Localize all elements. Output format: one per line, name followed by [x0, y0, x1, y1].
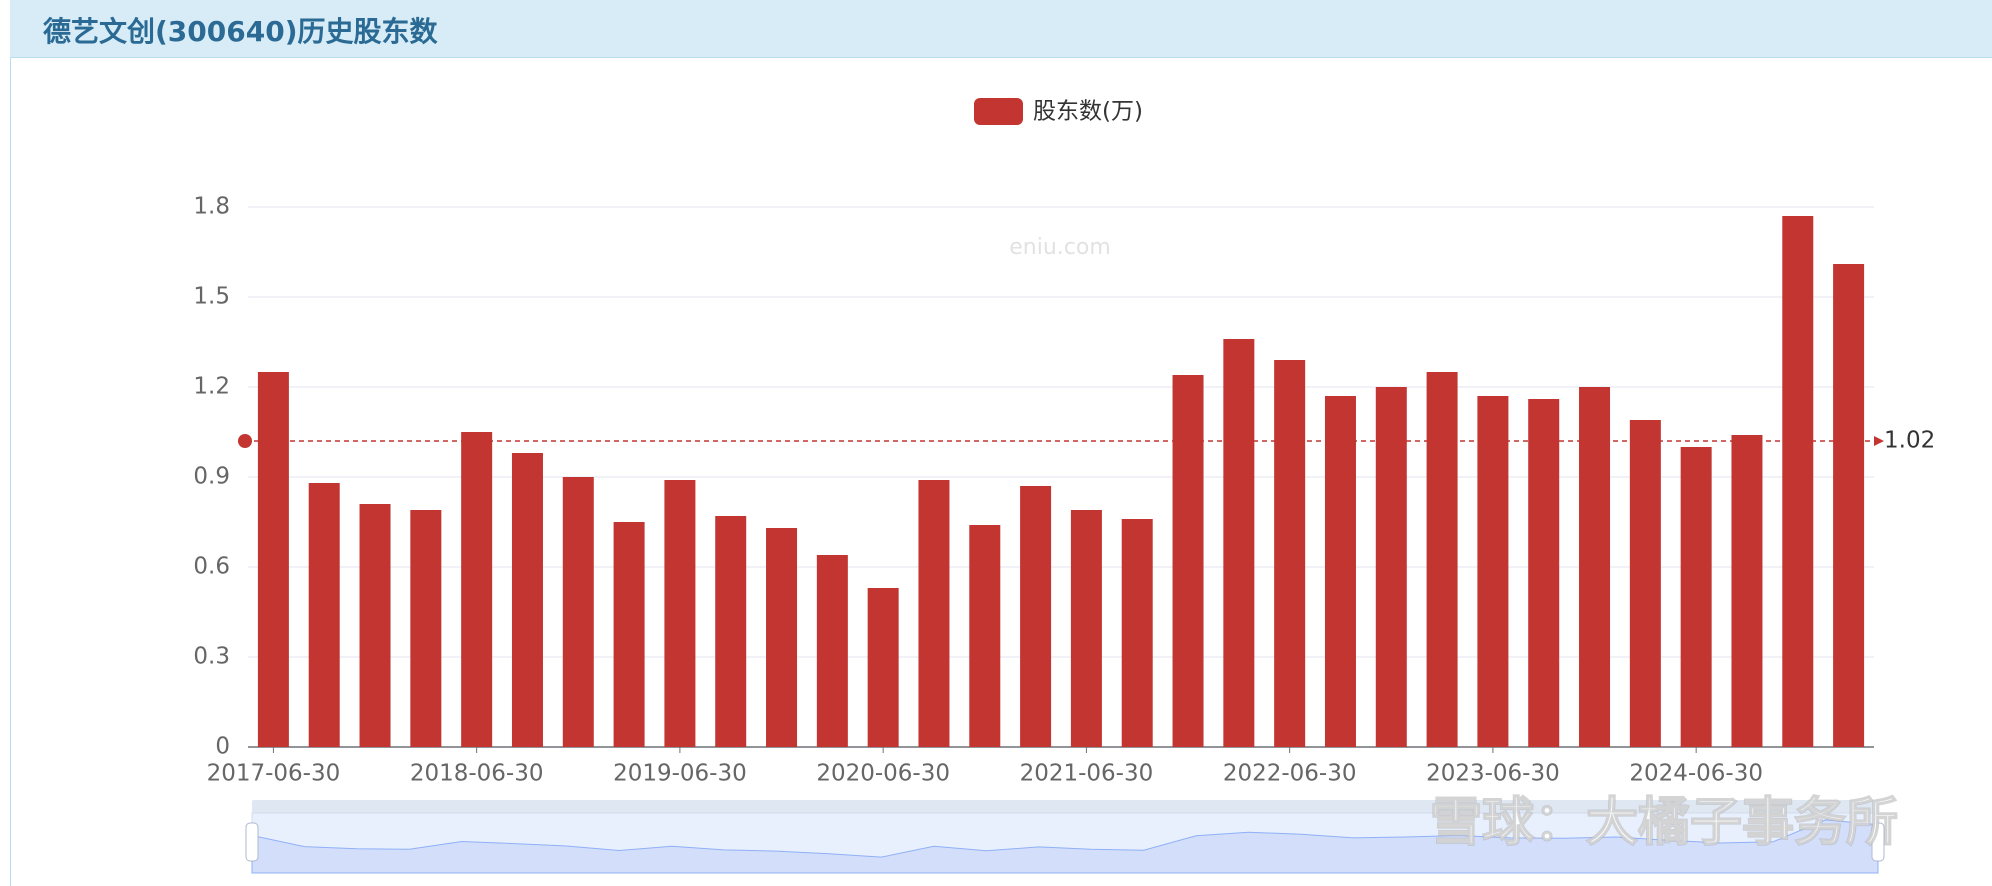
slider-area: [251, 819, 1879, 874]
bar: [1629, 420, 1661, 747]
bar: [461, 432, 493, 747]
x-tick-label: 2024-06-30: [1629, 761, 1763, 787]
y-tick-label: 0.3: [193, 644, 230, 670]
bar: [1223, 339, 1255, 747]
x-tick-label: 2019-06-30: [613, 761, 747, 787]
bar: [1020, 486, 1052, 747]
bar: [1579, 387, 1611, 747]
bar: [816, 555, 848, 747]
y-tick-label: 0: [215, 734, 230, 760]
bar: [1477, 396, 1509, 747]
frame-border: [10, 57, 11, 886]
bar: [613, 522, 645, 747]
average-label: 1.02: [1884, 428, 1935, 454]
bar: [1426, 372, 1458, 747]
bar: [511, 453, 543, 747]
legend-label: 股东数(万): [1033, 99, 1143, 125]
footer-watermark: 雪球：大橘子事务所: [1430, 793, 1898, 853]
x-tick-label: 2021-06-30: [1020, 761, 1154, 787]
average-arrow: [1874, 436, 1884, 446]
average-marker: [238, 434, 252, 448]
slider-handle[interactable]: [245, 822, 259, 862]
bar: [867, 588, 899, 747]
bar: [1731, 435, 1763, 747]
y-tick-label: 0.6: [193, 554, 230, 580]
y-tick-label: 1.2: [193, 374, 230, 400]
bar: [257, 372, 289, 747]
bar: [1528, 399, 1560, 747]
y-tick-label: 0.9: [193, 464, 230, 490]
bar: [308, 483, 340, 747]
bar: [1172, 375, 1204, 747]
x-tick-label: 2020-06-30: [816, 761, 950, 787]
x-tick-label: 2018-06-30: [410, 761, 544, 787]
bar: [715, 516, 747, 747]
bar: [766, 528, 798, 747]
bar: [1782, 216, 1814, 747]
bar: [1070, 510, 1102, 747]
x-tick-label: 2017-06-30: [207, 761, 341, 787]
legend-swatch: [974, 98, 1023, 125]
page-title: 德艺文创(300640)历史股东数: [43, 15, 438, 48]
bar: [969, 525, 1001, 747]
bar: [918, 480, 950, 747]
watermark: eniu.com: [1009, 235, 1111, 260]
x-tick-label: 2022-06-30: [1223, 761, 1357, 787]
bar: [562, 477, 594, 747]
y-tick-label: 1.5: [193, 284, 230, 310]
bar: [1274, 360, 1306, 747]
header: 德艺文创(300640)历史股东数: [10, 0, 1992, 58]
x-tick-label: 2023-06-30: [1426, 761, 1560, 787]
bar: [359, 504, 391, 747]
slider-track: [252, 800, 1878, 813]
bar: [664, 480, 696, 747]
bar: [1375, 387, 1407, 747]
bar: [1121, 519, 1153, 747]
bar: [1833, 264, 1865, 747]
bar: [1680, 447, 1712, 747]
bar: [410, 510, 442, 747]
y-tick-label: 1.8: [193, 194, 230, 220]
slider-handle[interactable]: [1871, 822, 1885, 862]
bar: [1324, 396, 1356, 747]
